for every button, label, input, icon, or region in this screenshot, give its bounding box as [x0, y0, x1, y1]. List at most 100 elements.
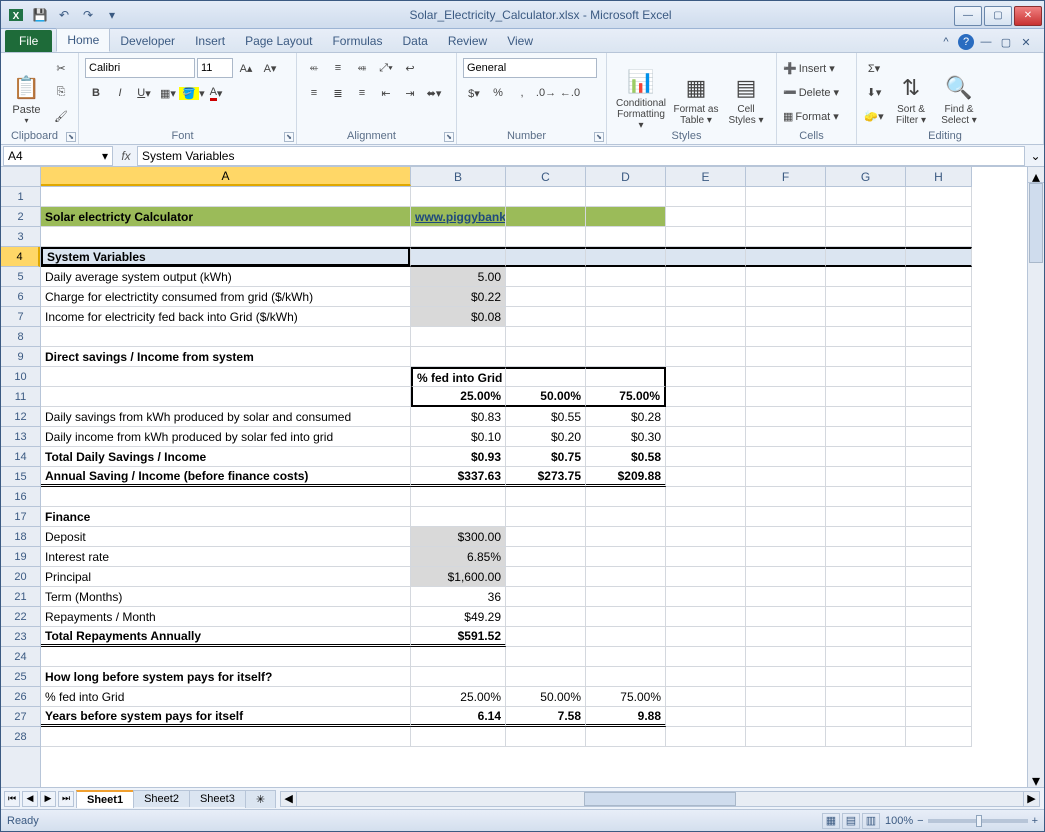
cell-E27[interactable]: [666, 707, 746, 727]
cell-C22[interactable]: [506, 607, 586, 627]
cell-D28[interactable]: [586, 727, 666, 747]
cell-B28[interactable]: [411, 727, 506, 747]
cell-G21[interactable]: [826, 587, 906, 607]
row-header-15[interactable]: 15: [1, 467, 40, 487]
cell-E1[interactable]: [666, 187, 746, 207]
row-header-25[interactable]: 25: [1, 667, 40, 687]
cell-C1[interactable]: [506, 187, 586, 207]
cell-E6[interactable]: [666, 287, 746, 307]
help-icon[interactable]: ?: [958, 34, 974, 50]
cell-C25[interactable]: [506, 667, 586, 687]
cell-F7[interactable]: [746, 307, 826, 327]
row-headers[interactable]: 1234567891011121314151617181920212223242…: [1, 187, 41, 787]
cell-D6[interactable]: [586, 287, 666, 307]
cell-F28[interactable]: [746, 727, 826, 747]
row-header-18[interactable]: 18: [1, 527, 40, 547]
cell-D3[interactable]: [586, 227, 666, 247]
cell-G9[interactable]: [826, 347, 906, 367]
vertical-scrollbar[interactable]: ▴ ▾: [1027, 167, 1044, 787]
cell-C10[interactable]: [506, 367, 586, 387]
percent-format-icon[interactable]: %: [487, 82, 509, 104]
qat-dropdown-icon[interactable]: ▾: [101, 4, 123, 26]
comma-format-icon[interactable]: ,: [511, 82, 533, 104]
workbook-restore-icon[interactable]: ▢: [998, 34, 1014, 50]
cell-H2[interactable]: [906, 207, 972, 227]
cell-E17[interactable]: [666, 507, 746, 527]
row-header-5[interactable]: 5: [1, 267, 40, 287]
cell-F15[interactable]: [746, 467, 826, 487]
cell-H17[interactable]: [906, 507, 972, 527]
cell-C23[interactable]: [506, 627, 586, 647]
font-color-button[interactable]: A▾: [205, 82, 227, 104]
name-box[interactable]: A4▾: [3, 146, 113, 166]
cell-E10[interactable]: [666, 367, 746, 387]
font-name-combo[interactable]: [85, 58, 195, 78]
cell-C2[interactable]: [506, 207, 586, 227]
cell-C12[interactable]: $0.55: [506, 407, 586, 427]
sheet-prev-icon[interactable]: ◀: [22, 791, 38, 807]
normal-view-icon[interactable]: ▦: [822, 813, 840, 829]
cell-E18[interactable]: [666, 527, 746, 547]
zoom-slider[interactable]: [928, 819, 1028, 823]
maximize-button[interactable]: ▢: [984, 6, 1012, 26]
cell-C21[interactable]: [506, 587, 586, 607]
cell-D21[interactable]: [586, 587, 666, 607]
cell-B12[interactable]: $0.83: [411, 407, 506, 427]
cell-H21[interactable]: [906, 587, 972, 607]
cell-G1[interactable]: [826, 187, 906, 207]
cell-H24[interactable]: [906, 647, 972, 667]
cell-D16[interactable]: [586, 487, 666, 507]
fill-icon[interactable]: ⬇▾: [863, 81, 885, 103]
cell-B15[interactable]: $337.63: [411, 467, 506, 487]
cell-E7[interactable]: [666, 307, 746, 327]
col-header-C[interactable]: C: [506, 167, 586, 186]
cell-styles-button[interactable]: ▤Cell Styles ▾: [723, 55, 769, 142]
cell-E4[interactable]: [666, 247, 746, 267]
cell-E14[interactable]: [666, 447, 746, 467]
clipboard-dialog-icon[interactable]: ⬊: [66, 132, 76, 142]
cell-G7[interactable]: [826, 307, 906, 327]
cell-H28[interactable]: [906, 727, 972, 747]
cell-F9[interactable]: [746, 347, 826, 367]
cell-G17[interactable]: [826, 507, 906, 527]
cell-C7[interactable]: [506, 307, 586, 327]
cell-G12[interactable]: [826, 407, 906, 427]
cell-A5[interactable]: Daily average system output (kWh): [41, 267, 411, 287]
cell-A22[interactable]: Repayments / Month: [41, 607, 411, 627]
cell-E28[interactable]: [666, 727, 746, 747]
col-header-B[interactable]: B: [411, 167, 506, 186]
row-header-2[interactable]: 2: [1, 207, 40, 227]
cell-D9[interactable]: [586, 347, 666, 367]
cell-C28[interactable]: [506, 727, 586, 747]
cell-E8[interactable]: [666, 327, 746, 347]
align-bottom-icon[interactable]: ⬵: [351, 57, 373, 79]
row-header-10[interactable]: 10: [1, 367, 40, 387]
clear, -icon[interactable]: 🧽▾: [863, 105, 885, 127]
fill-color-button[interactable]: 🪣▾: [181, 82, 203, 104]
cell-F5[interactable]: [746, 267, 826, 287]
cell-D22[interactable]: [586, 607, 666, 627]
cell-F23[interactable]: [746, 627, 826, 647]
cell-G19[interactable]: [826, 547, 906, 567]
merge-center-icon[interactable]: ⬌▾: [423, 82, 445, 104]
col-header-H[interactable]: H: [906, 167, 972, 186]
page-break-view-icon[interactable]: ▥: [862, 813, 880, 829]
cell-F12[interactable]: [746, 407, 826, 427]
row-header-13[interactable]: 13: [1, 427, 40, 447]
cell-E3[interactable]: [666, 227, 746, 247]
cell-D4[interactable]: [586, 247, 666, 267]
font-size-combo[interactable]: [197, 58, 233, 78]
cell-D2[interactable]: [586, 207, 666, 227]
minimize-button[interactable]: —: [954, 6, 982, 26]
cell-E20[interactable]: [666, 567, 746, 587]
cell-G10[interactable]: [826, 367, 906, 387]
cell-H5[interactable]: [906, 267, 972, 287]
cell-G23[interactable]: [826, 627, 906, 647]
ecrease-decimal-icon[interactable]: ←.0: [559, 82, 581, 104]
formula-input[interactable]: System Variables: [137, 146, 1025, 166]
tab-page-layout[interactable]: Page Layout: [235, 30, 322, 52]
format-cells-button[interactable]: ▦ Format ▾: [783, 105, 850, 127]
cell-H13[interactable]: [906, 427, 972, 447]
row-header-28[interactable]: 28: [1, 727, 40, 747]
row-header-24[interactable]: 24: [1, 647, 40, 667]
